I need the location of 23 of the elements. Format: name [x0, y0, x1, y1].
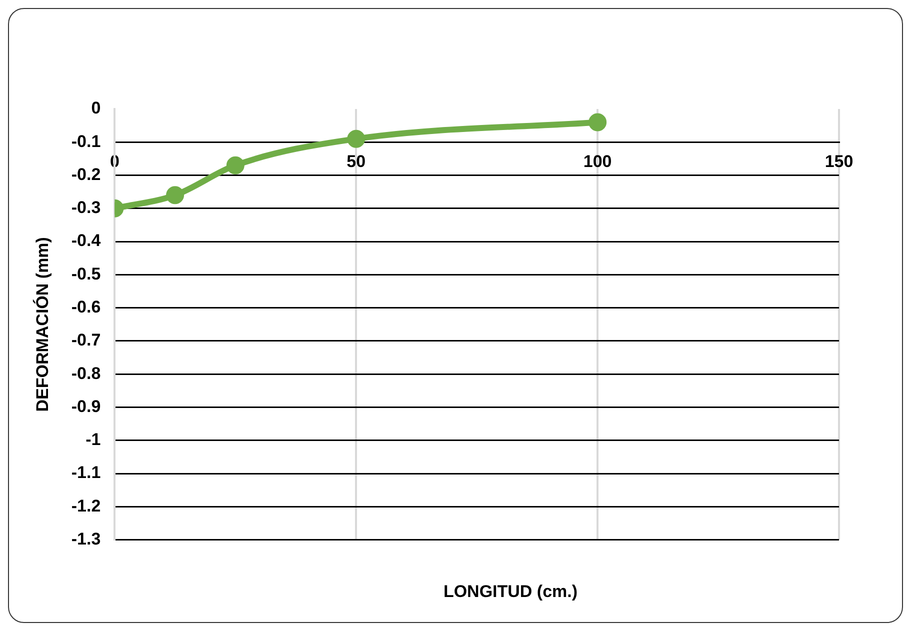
point	[226, 156, 244, 174]
y-tick-label: -0.4	[71, 231, 102, 250]
y-tick-label: -0.5	[71, 264, 101, 284]
y-tick-label: -1.3	[71, 529, 101, 548]
y-tick-label: -0.9	[71, 396, 101, 416]
y-tick-label: -0.8	[71, 364, 101, 383]
y-tick-label: -0.1	[71, 132, 101, 151]
point	[588, 113, 607, 132]
y-tick-label: -1.2	[71, 496, 101, 516]
y-tick-label: -0.3	[71, 198, 101, 218]
x-tick-label: 50	[346, 152, 366, 172]
point	[347, 130, 366, 148]
y-tick-label: -1.1	[71, 463, 101, 482]
x-tick-label: 150	[824, 152, 854, 172]
y-tick-label: -0.6	[71, 298, 101, 317]
y-tick-label: 0	[91, 98, 101, 118]
y-tick-label: -1	[86, 430, 101, 450]
x-axis-title: LONGITUD (cm.)	[442, 582, 579, 602]
x-tick-label: 100	[583, 152, 612, 172]
y-tick-label: -0.7	[71, 330, 101, 350]
point	[166, 186, 184, 204]
y-tick-label: -0.2	[71, 164, 101, 184]
y-axis-title: DEFORMACIÓN (mm)	[32, 237, 52, 412]
